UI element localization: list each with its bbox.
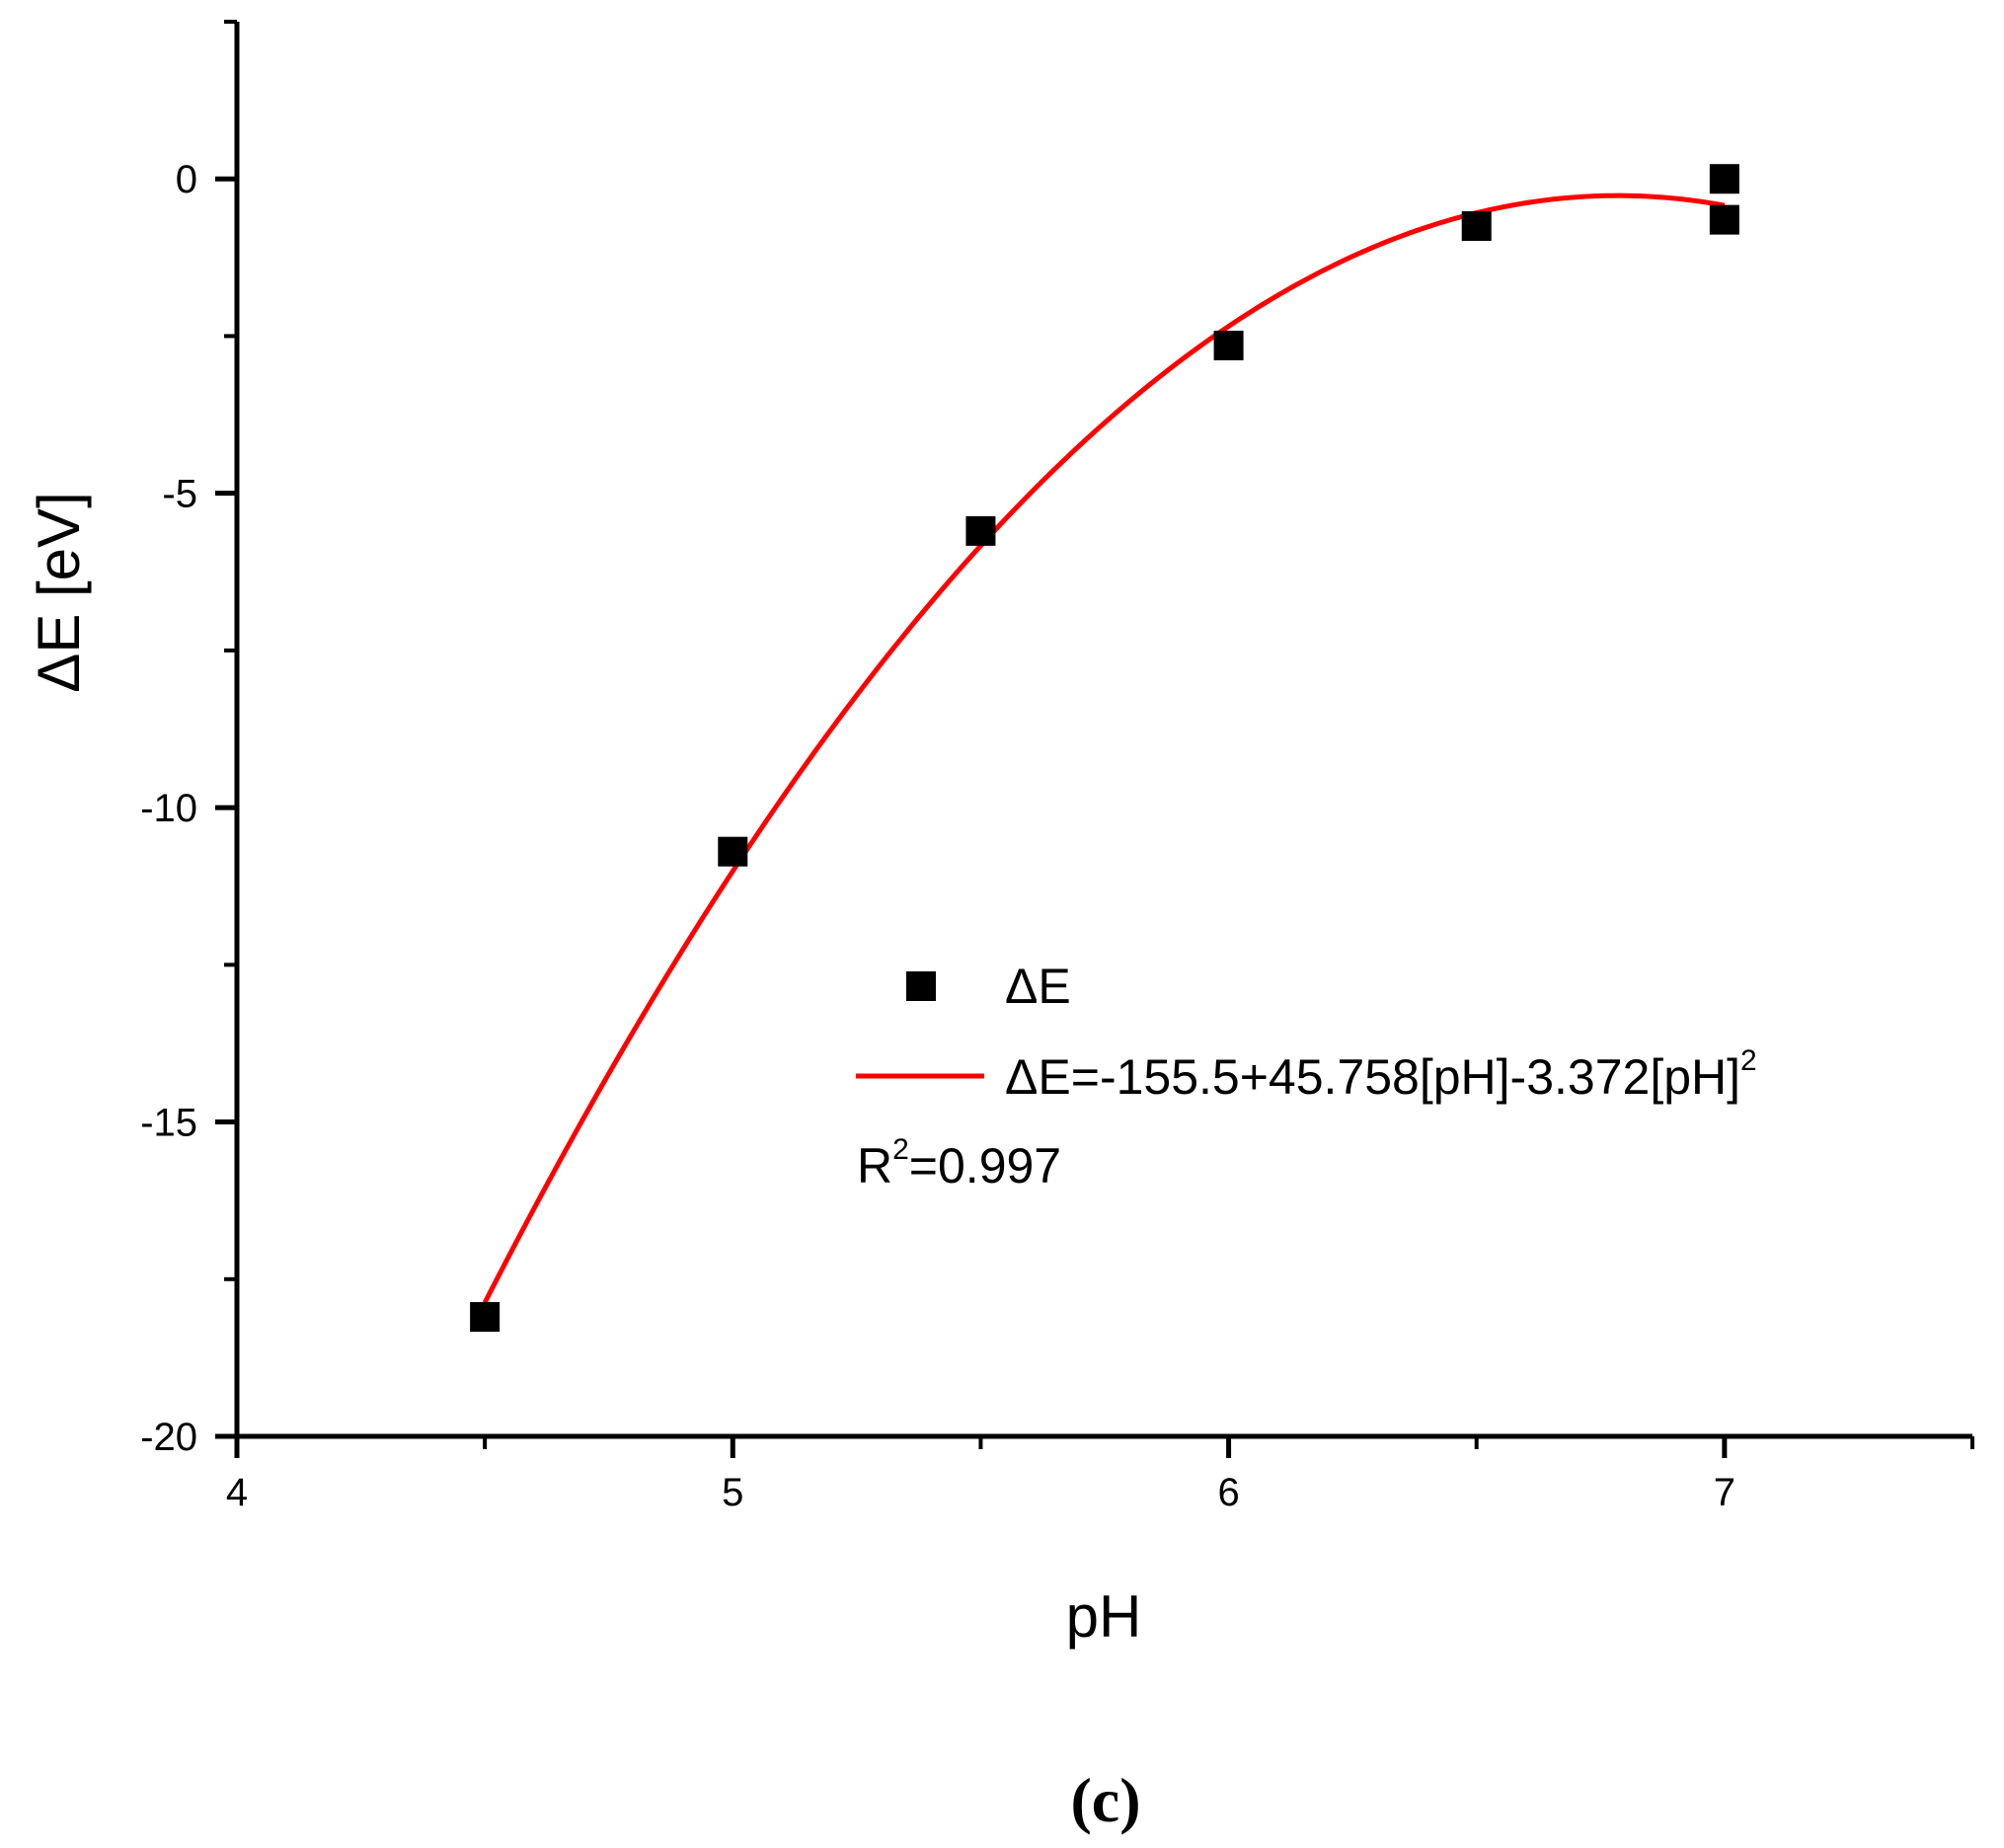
ticks xyxy=(215,20,1974,1458)
y-axis-title: ΔE [eV] xyxy=(26,492,92,693)
data-point xyxy=(1461,210,1492,241)
x-tick-label: 4 xyxy=(226,1471,248,1514)
y-tick-label: -15 xyxy=(140,1102,197,1145)
y-tick-label: 0 xyxy=(176,158,197,201)
r-squared-sup: 2 xyxy=(892,1133,909,1166)
tick-labels: 4 5 6 7 0 -5 -10 -15 -20 xyxy=(140,158,1735,1514)
r-squared-base: R xyxy=(857,1138,892,1194)
data-point xyxy=(1709,204,1739,235)
data-point xyxy=(718,836,748,867)
legend-label-scatter: ΔE xyxy=(1005,959,1071,1014)
legend: ΔE ΔE=-155.5+45.758[pH]-3.372[pH]2 R2=0.… xyxy=(856,959,1757,1194)
x-tick-label: 7 xyxy=(1714,1471,1735,1514)
legend-label-fit-sup: 2 xyxy=(1740,1044,1757,1077)
legend-label-fit-main: ΔE=-155.5+45.758[pH]-3.372[pH] xyxy=(1005,1049,1740,1105)
x-tick-label: 5 xyxy=(722,1471,743,1514)
legend-label-fit: ΔE=-155.5+45.758[pH]-3.372[pH]2 xyxy=(1005,1044,1757,1105)
data-point xyxy=(965,515,996,546)
y-tick-label: -5 xyxy=(162,473,197,516)
x-tick-label: 6 xyxy=(1217,1471,1239,1514)
panel-label: (c) xyxy=(1070,1765,1140,1835)
fit-curve xyxy=(482,192,1726,1304)
data-point xyxy=(1213,330,1244,360)
y-tick-label: -10 xyxy=(140,787,197,830)
r-squared-value: =0.997 xyxy=(909,1138,1061,1194)
axes xyxy=(234,22,1972,1439)
data-points xyxy=(470,164,1739,1332)
r-squared-annotation: R2=0.997 xyxy=(857,1133,1061,1194)
legend-marker-square xyxy=(906,971,936,1001)
x-axis-title: pH xyxy=(1066,1583,1142,1650)
data-point xyxy=(1709,164,1739,194)
y-tick-label: -20 xyxy=(140,1416,197,1459)
data-point xyxy=(470,1301,501,1332)
